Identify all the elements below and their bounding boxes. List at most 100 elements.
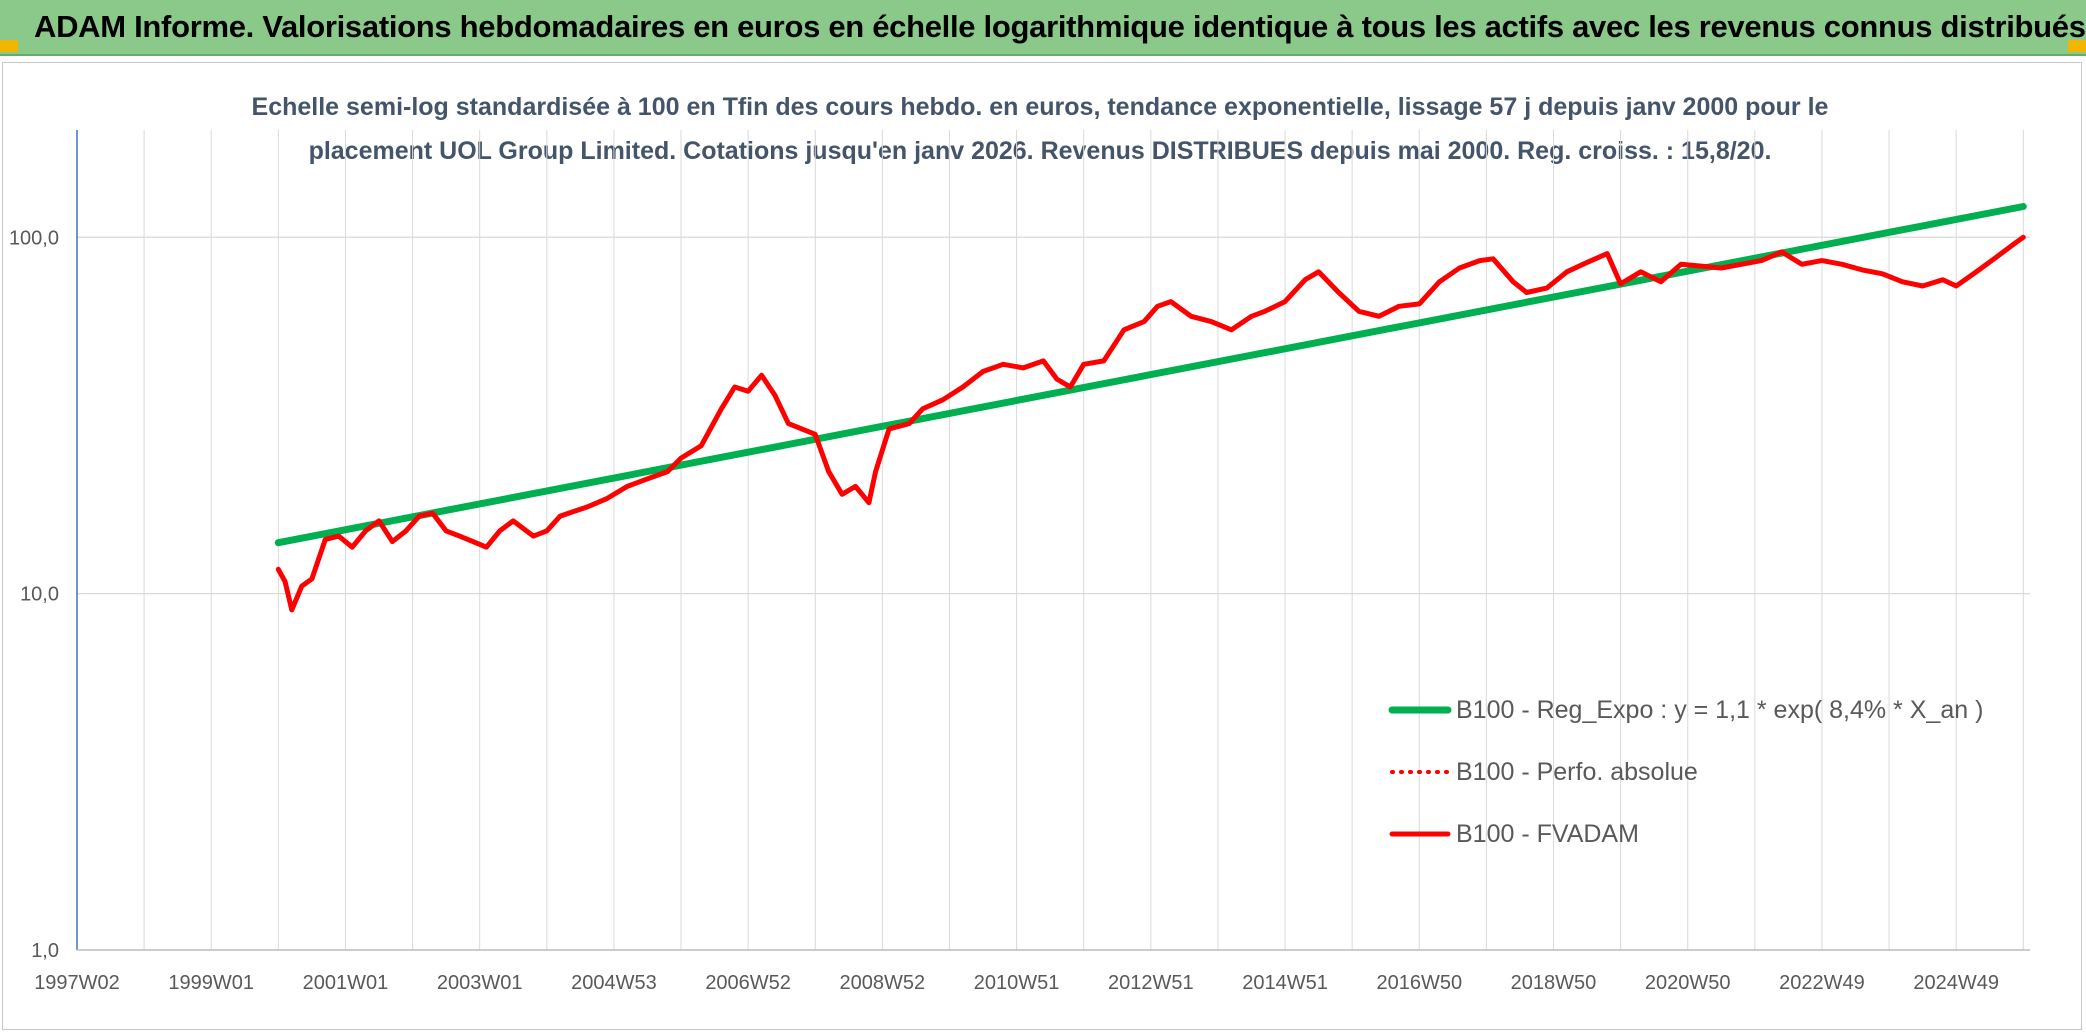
data-point — [1439, 281, 1440, 282]
x-tick-label: 2016W50 — [1376, 972, 1462, 994]
data-point — [1043, 360, 1044, 361]
x-tick-label: 2003W01 — [437, 972, 523, 994]
data-point — [889, 428, 890, 429]
data-point — [942, 399, 943, 400]
data-point — [1399, 306, 1400, 307]
data-point — [2016, 241, 2017, 242]
data-point — [546, 530, 547, 531]
data-point — [587, 507, 588, 508]
data-point — [560, 516, 561, 517]
data-point — [1083, 364, 1084, 365]
series-lines — [274, 203, 2027, 613]
data-point — [1566, 271, 1567, 272]
data-point — [278, 542, 279, 543]
data-point — [278, 569, 279, 570]
data-point — [1305, 279, 1306, 280]
axes: 1,0 10,0 100,0 1997W02 1999W01 2001W01 2003W01… — [9, 130, 2030, 994]
y-tick-label: 100,0 — [9, 227, 59, 249]
data-point — [1144, 321, 1145, 322]
data-point — [1761, 260, 1762, 261]
x-tick-label: 2024W49 — [1913, 972, 1999, 994]
data-point — [1070, 387, 1071, 388]
data-point — [627, 486, 628, 487]
data-point — [667, 471, 668, 472]
data-point — [875, 471, 876, 472]
x-tick-label: 2020W50 — [1645, 972, 1731, 994]
data-point — [352, 547, 353, 548]
data-point — [513, 520, 514, 521]
data-point — [1056, 379, 1057, 380]
legend-label: B100 - Reg_Expo : y = 1,1 * exp( 8,4% * … — [1456, 696, 1983, 724]
data-point — [2023, 237, 2024, 238]
regression-line — [274, 203, 2027, 547]
data-point — [1821, 260, 1822, 261]
data-point — [1922, 285, 1923, 286]
data-point — [734, 387, 735, 388]
data-point — [1379, 316, 1380, 317]
data-point — [748, 391, 749, 392]
data-point — [909, 423, 910, 424]
data-point — [1211, 321, 1212, 322]
chart-title-line-2: placement UOL Group Limited. Cotations j… — [309, 137, 1772, 165]
data-point — [1264, 311, 1265, 312]
data-point — [1231, 329, 1232, 330]
data-point — [1801, 264, 1802, 265]
data-point — [1902, 281, 1903, 282]
data-point — [1640, 271, 1641, 272]
x-tick-label: 2001W01 — [303, 972, 389, 994]
chart-title-line-1: Echelle semi-log standardisée à 100 en T… — [252, 93, 1829, 121]
data-point — [1526, 292, 1527, 293]
data-point — [1285, 301, 1286, 302]
data-point — [855, 486, 856, 487]
data-point — [1157, 306, 1158, 307]
data-point — [379, 520, 380, 521]
data-point — [681, 458, 682, 459]
x-tick-label: 2022W49 — [1779, 972, 1865, 994]
data-point — [338, 536, 339, 537]
data-point — [721, 408, 722, 409]
data-point — [432, 513, 433, 514]
data-point — [1338, 292, 1339, 293]
data-point — [301, 586, 302, 587]
data-point — [801, 428, 802, 429]
data-point — [962, 387, 963, 388]
data-point — [365, 530, 366, 531]
data-point — [607, 498, 608, 499]
data-point — [1318, 271, 1319, 272]
data-point — [1607, 253, 1608, 254]
data-point — [1419, 303, 1420, 304]
data-point — [533, 536, 534, 537]
data-point — [701, 445, 702, 446]
data-point — [868, 502, 869, 503]
data-point — [1620, 283, 1621, 284]
data-point — [1587, 262, 1588, 263]
data-point — [1479, 260, 1480, 261]
data-point — [1003, 364, 1004, 365]
grid-lines — [76, 130, 2030, 951]
x-tick-label: 2014W51 — [1242, 972, 1328, 994]
data-point — [1842, 264, 1843, 265]
data-point — [1882, 273, 1883, 274]
report-header: ADAM Informe. Valorisations hebdomadaire… — [0, 0, 2086, 56]
data-point — [1493, 258, 1494, 259]
x-tick-label: 2004W53 — [571, 972, 657, 994]
data-point — [285, 581, 286, 582]
y-tick-label: 1,0 — [31, 940, 59, 962]
x-tick-label: 1999W01 — [168, 972, 254, 994]
data-point — [1701, 266, 1702, 267]
data-point — [1023, 367, 1024, 368]
data-point — [392, 541, 393, 542]
data-point — [499, 530, 500, 531]
data-point — [842, 494, 843, 495]
data-point — [1942, 279, 1943, 280]
data-point — [1741, 264, 1742, 265]
data-point — [291, 609, 292, 610]
data-point — [1191, 316, 1192, 317]
data-point — [1513, 281, 1514, 282]
data-point — [761, 375, 762, 376]
data-point — [1956, 285, 1957, 286]
x-tick-label: 2012W51 — [1108, 972, 1194, 994]
data-point — [419, 516, 420, 517]
data-point — [1660, 281, 1661, 282]
data-point — [983, 371, 984, 372]
